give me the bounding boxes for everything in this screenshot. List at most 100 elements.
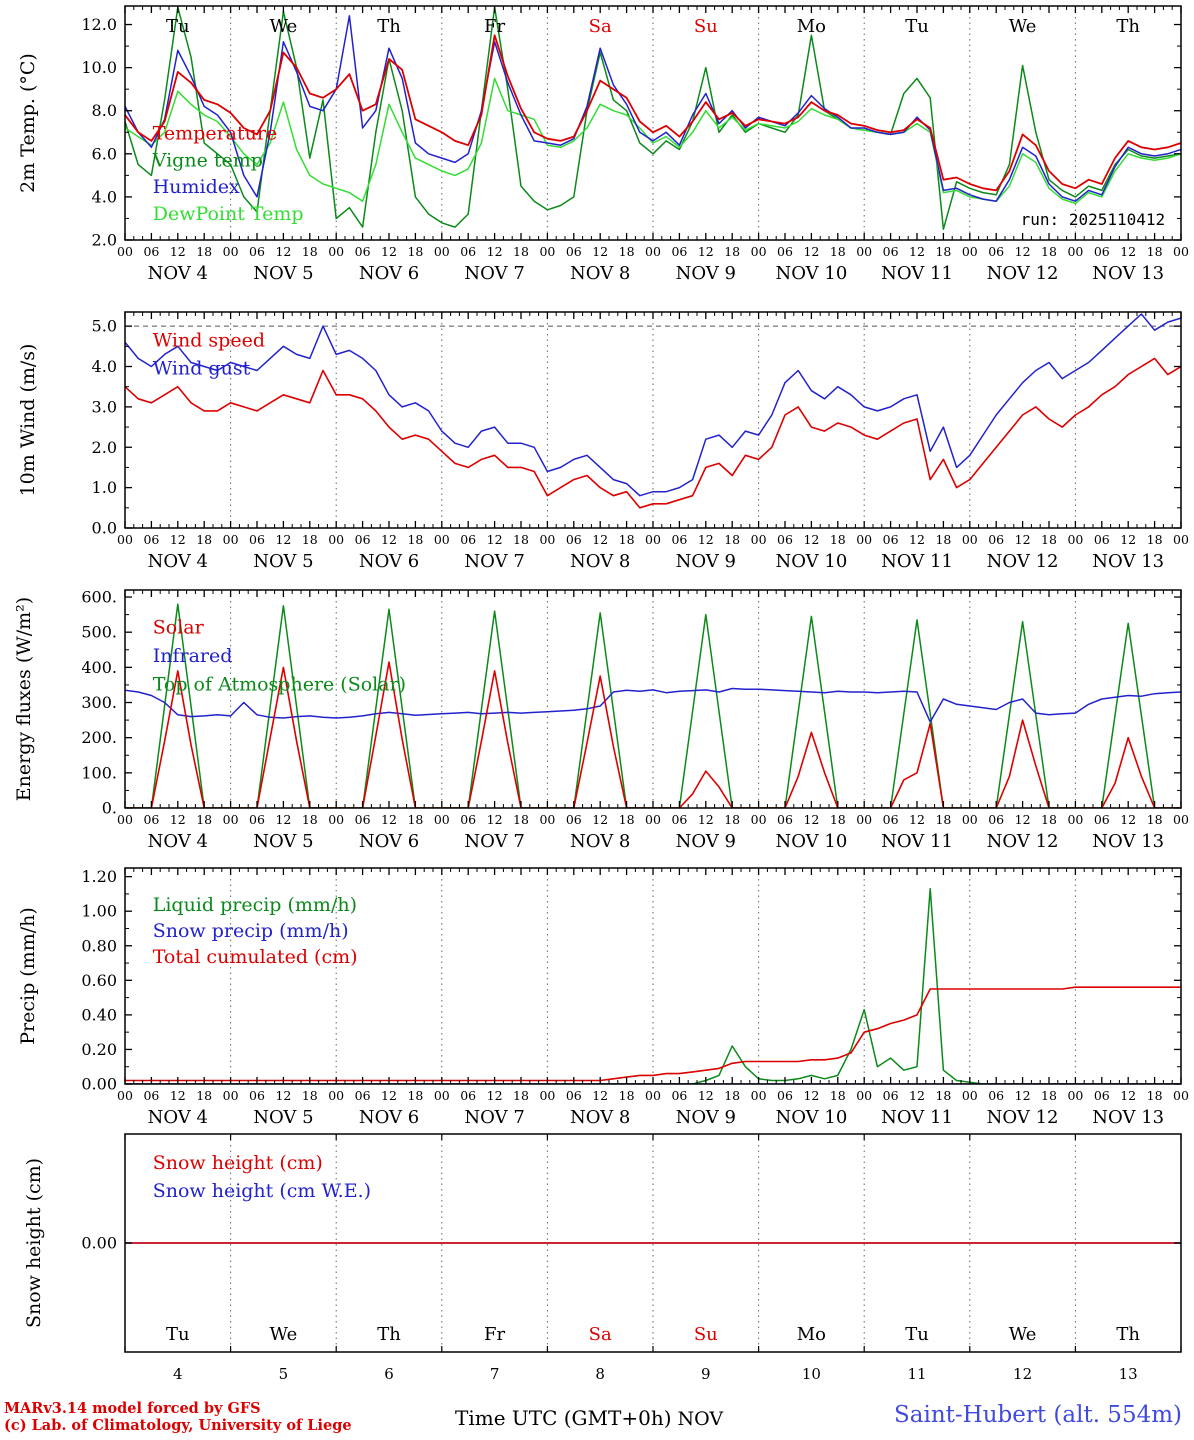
day-label: NOV 8 [570, 831, 630, 852]
day-label: NOV 11 [881, 551, 953, 572]
hour-tick-label: 00 [856, 244, 872, 259]
hour-tick-label: 12 [381, 812, 397, 827]
y-tick-label: 12.0 [81, 15, 117, 34]
hour-tick-label: 12 [170, 532, 186, 547]
y-tick-label: 0.00 [81, 1234, 117, 1253]
hour-tick-label: 06 [777, 812, 793, 827]
day-number: 8 [595, 1365, 605, 1383]
hour-tick-label: 18 [830, 1088, 846, 1103]
y-tick-label: 400. [81, 658, 117, 677]
hour-tick-label: 06 [355, 532, 371, 547]
dow-label: We [270, 1324, 298, 1345]
hour-tick-label: 12 [592, 1088, 608, 1103]
run-label: run: 2025110412 [1021, 210, 1166, 229]
hour-tick-label: 18 [724, 812, 740, 827]
day-label: NOV 9 [676, 551, 736, 572]
hour-tick-label: 06 [355, 1088, 371, 1103]
dow-label: Th [377, 16, 401, 37]
dow-label: Tu [905, 16, 929, 37]
hour-tick-label: 00 [1173, 812, 1189, 827]
y-tick-label: 5.0 [92, 317, 117, 336]
hour-tick-label: 12 [1120, 812, 1136, 827]
day-label: NOV 11 [881, 831, 953, 852]
hour-tick-label: 00 [751, 812, 767, 827]
hour-tick-label: 06 [249, 1088, 265, 1103]
dow-label: Th [1116, 16, 1140, 37]
hour-tick-label: 12 [803, 812, 819, 827]
dow-label: Tu [166, 16, 190, 37]
hour-tick-label: 18 [1147, 244, 1163, 259]
hour-tick-label: 12 [487, 1088, 503, 1103]
day-number: 5 [279, 1365, 289, 1383]
hour-tick-label: 00 [962, 244, 978, 259]
day-number: 12 [1013, 1365, 1032, 1383]
hour-tick-label: 18 [407, 1088, 423, 1103]
hour-tick-label: 12 [1120, 532, 1136, 547]
legend-temperature: Temperature [153, 122, 277, 144]
y-tick-label: 0.0 [92, 519, 117, 538]
day-label: NOV 13 [1092, 551, 1164, 572]
hour-tick-label: 06 [1094, 244, 1110, 259]
hour-tick-label: 00 [751, 1088, 767, 1103]
y-tick-label: 500. [81, 623, 117, 642]
hour-tick-label: 18 [302, 812, 318, 827]
legend-liquid-precip-mm-h-: Liquid precip (mm/h) [153, 894, 357, 916]
hour-tick-label: 18 [1147, 812, 1163, 827]
day-label: NOV 11 [881, 263, 953, 284]
hour-tick-label: 06 [777, 1088, 793, 1103]
legend-total-cumulated-cm-: Total cumulated (cm) [153, 946, 358, 968]
dow-label: Su [694, 16, 718, 37]
legend-solar: Solar [153, 617, 205, 639]
day-label: NOV 12 [987, 263, 1059, 284]
day-label: NOV 6 [359, 263, 419, 284]
day-label: NOV 6 [359, 551, 419, 572]
hour-tick-label: 18 [302, 244, 318, 259]
snow-height-panel: 0.00 Tu 4 We 5 Th 6 Fr 7 Sa 8 Su 9 Mo 10 Tu 11 We 12 Th 13 Sn… [23, 1133, 1182, 1383]
footer-credits: MARv3.14 model forced by GFS (c) Lab. of… [4, 1400, 352, 1434]
day-number: 7 [490, 1365, 500, 1383]
day-label: NOV 5 [253, 263, 313, 284]
hour-tick-label: 06 [988, 244, 1004, 259]
day-label: NOV 10 [775, 1107, 847, 1128]
hour-tick-label: 18 [1041, 812, 1057, 827]
hour-tick-label: 06 [988, 532, 1004, 547]
dow-label: Fr [484, 16, 505, 37]
hour-tick-label: 18 [513, 532, 529, 547]
hour-tick-label: 06 [671, 812, 687, 827]
hour-tick-label: 00 [117, 1088, 133, 1103]
hour-tick-label: 12 [381, 244, 397, 259]
y-tick-label: 100. [81, 763, 117, 782]
hour-tick-label: 06 [460, 1088, 476, 1103]
day-label: NOV 4 [148, 1107, 208, 1128]
hour-tick-label: 00 [434, 532, 450, 547]
day-label: NOV 9 [676, 831, 736, 852]
hour-tick-label: 00 [1067, 1088, 1083, 1103]
humidex-line [125, 15, 1181, 202]
legend-dewpoint-temp: DewPoint Temp [153, 203, 304, 225]
day-label: NOV 4 [148, 831, 208, 852]
day-label: NOV 7 [464, 263, 524, 284]
hour-tick-label: 00 [117, 532, 133, 547]
footer: MARv3.14 model forced by GFS (c) Lab. of… [0, 1400, 1194, 1440]
hour-tick-label: 18 [724, 1088, 740, 1103]
day-label: NOV 13 [1092, 831, 1164, 852]
hour-tick-label: 06 [671, 1088, 687, 1103]
y-tick-label: 3.0 [92, 397, 117, 416]
hour-tick-label: 12 [170, 244, 186, 259]
hour-tick-label: 06 [988, 1088, 1004, 1103]
legend-top-of-atmosphere-solar-: Top of Atmosphere (Solar) [153, 673, 406, 695]
hour-tick-label: 06 [460, 812, 476, 827]
hour-tick-label: 06 [566, 812, 582, 827]
hour-tick-label: 18 [935, 812, 951, 827]
hour-tick-label: 00 [645, 244, 661, 259]
day-label: NOV 7 [464, 551, 524, 572]
y-axis-label: 10m Wind (m/s) [17, 344, 39, 497]
hour-tick-label: 06 [143, 812, 159, 827]
hour-tick-label: 00 [1173, 1088, 1189, 1103]
hour-tick-label: 06 [1094, 1088, 1110, 1103]
hour-tick-label: 06 [1094, 532, 1110, 547]
dow-label: Mo [797, 1324, 826, 1345]
y-axis-label: 2m Temp. (°C) [17, 53, 39, 193]
y-tick-label: 0.00 [81, 1075, 117, 1094]
hour-tick-label: 12 [698, 244, 714, 259]
